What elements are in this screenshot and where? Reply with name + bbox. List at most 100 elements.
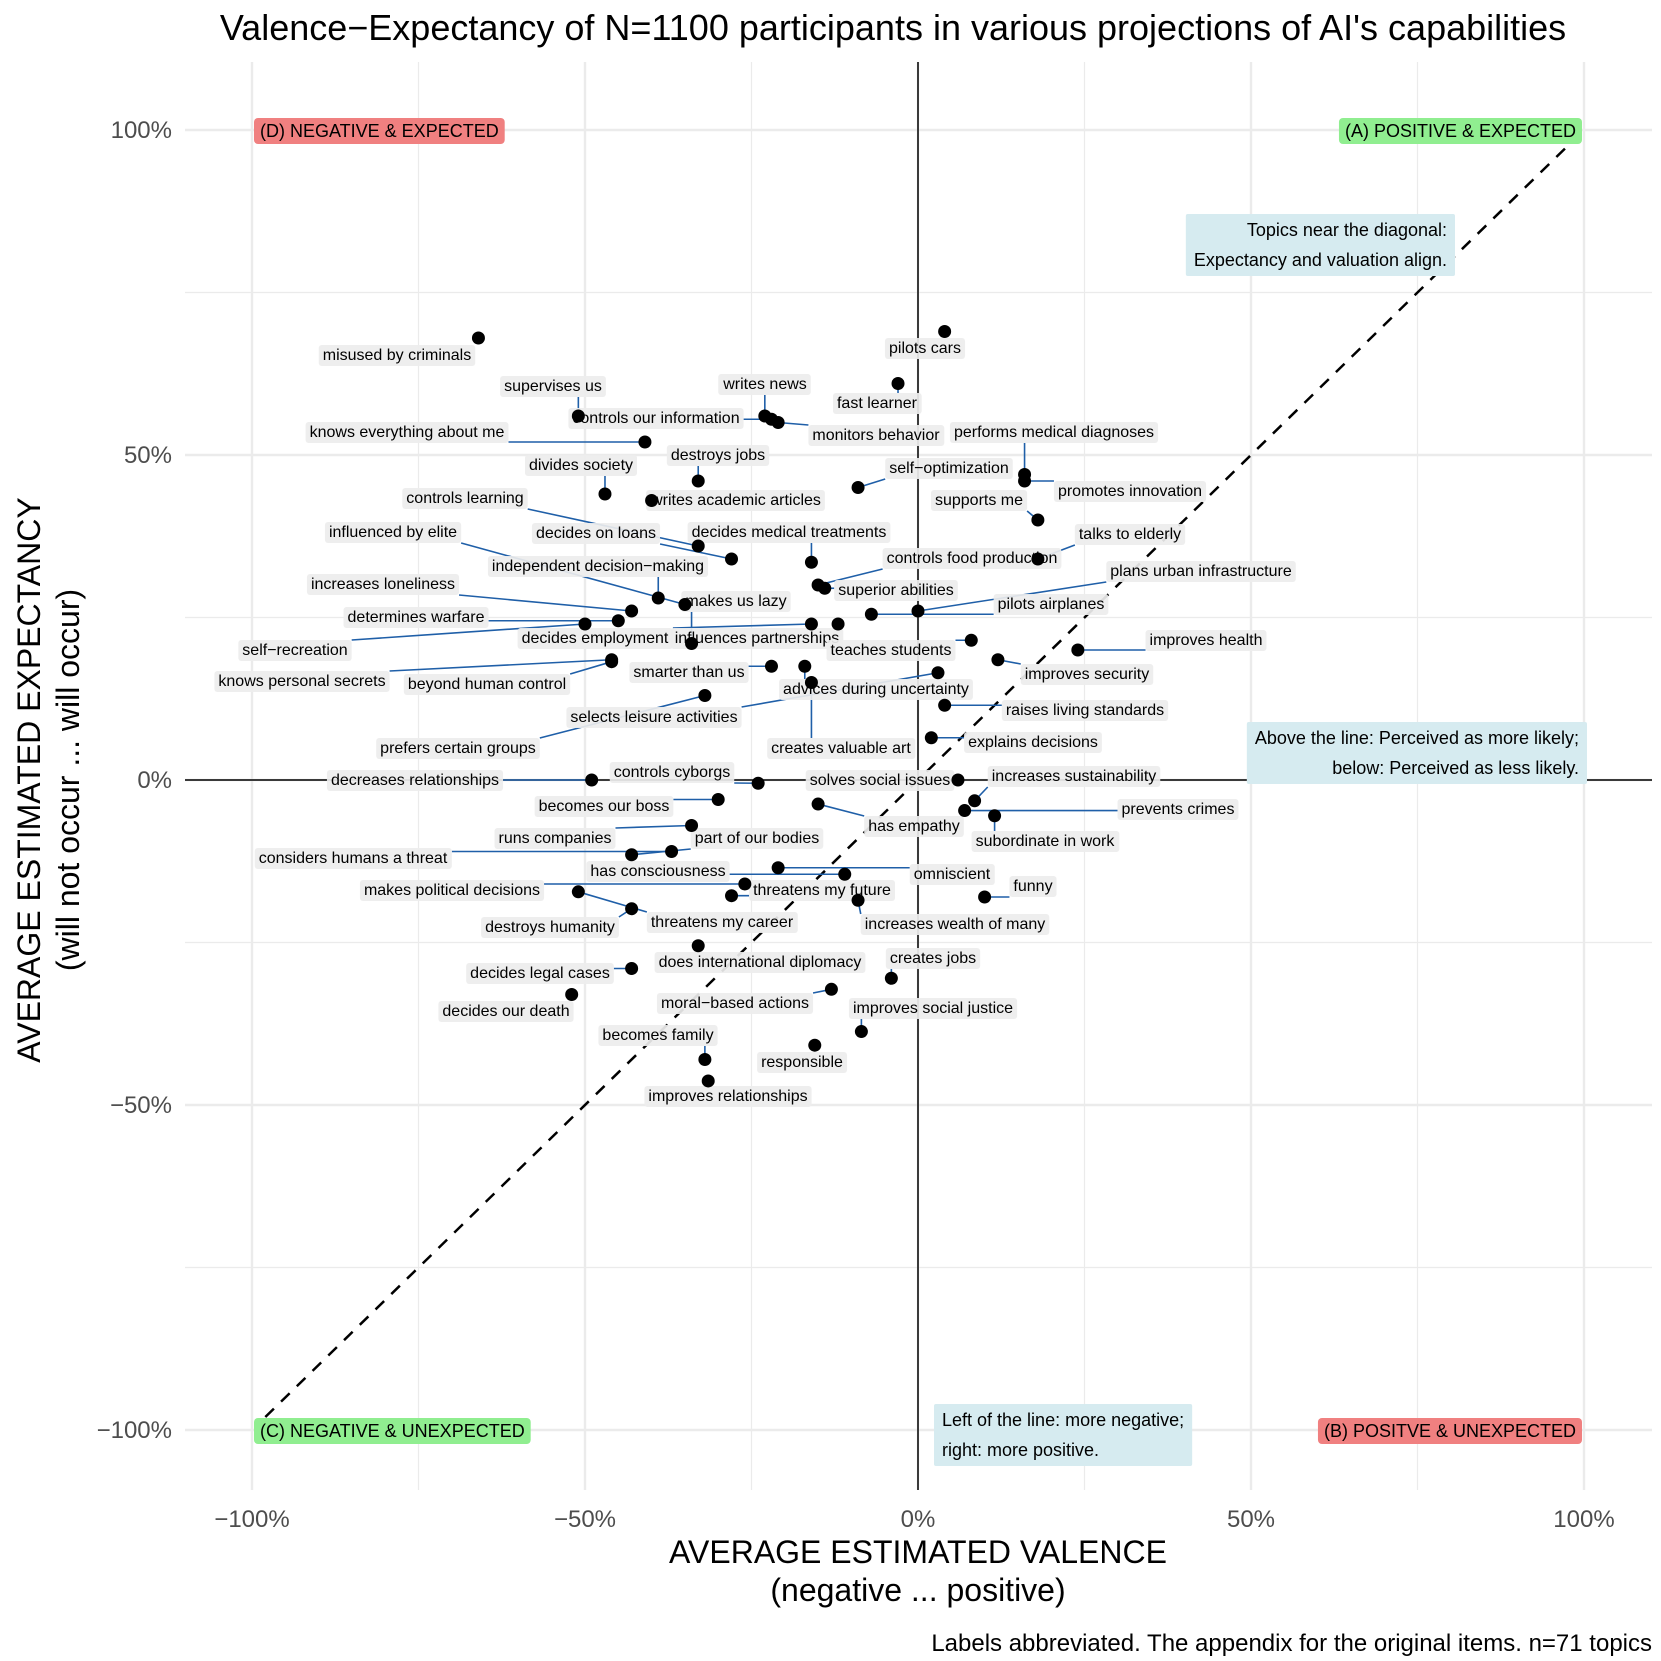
point-label-box [1001,700,1169,721]
point-label-text: threatens my future [753,882,891,899]
annotation-note: Topics near the diagonal: Expectancy and … [1185,214,1455,276]
point-label: talks to elderly [1074,524,1186,545]
label-leader-line [569,660,612,675]
point-label-text: decides medical treatments [692,524,887,541]
point-label-box [848,998,1018,1019]
annotation-note-line: below: Perceived as less likely. [1332,758,1579,778]
data-point [645,494,659,507]
data-point [1071,643,1085,657]
point-label-text: improves social justice [853,1000,1013,1017]
data-point [851,893,865,907]
point-label: superior abilities [834,580,958,601]
point-label-text: performs medical diagnoses [954,424,1154,441]
data-point [698,1053,712,1066]
point-label-box [481,917,619,938]
point-label-text: omniscient [914,866,991,883]
point-label-box [987,766,1161,787]
point-label: threatens my future [749,880,896,901]
data-point [685,819,699,832]
point-label: pilots cars [884,338,966,359]
point-label-box [690,828,824,849]
y-tick-label: −50% [110,1092,172,1119]
point-label-box [609,762,735,783]
point-label: threatens my career [646,912,798,933]
point-label-text: knows personal secrets [218,673,385,690]
point-label-text: controls learning [406,490,523,507]
point-label-text: part of our bodies [695,830,820,847]
label-leader-line [458,594,632,612]
point-label: knows personal secrets [214,671,390,692]
data-point [651,591,665,605]
label-leader-line [351,623,586,641]
quadrant-badge: (D) NEGATIVE & EXPECTED [254,118,505,144]
point-label-text: controls our information [572,410,739,427]
point-label-text: explains decisions [968,734,1098,751]
point-label-text: writes academic articles [650,492,821,509]
y-tick-label: 100% [111,117,172,144]
data-point [1031,552,1045,566]
point-label: supports me [930,490,1028,511]
point-label-box [993,594,1109,615]
data-point [964,633,978,647]
point-label: has consciousness [586,861,730,882]
data-point [924,731,938,745]
data-point [1018,474,1032,488]
data-point [804,555,818,569]
quadrant-badge: (B) POSITVE & UNEXPECTED [1317,1418,1582,1444]
label-leader-line [631,848,691,856]
point-label-box [403,674,571,695]
point-label-text: considers humans a threat [259,850,448,867]
point-label-text: smarter than us [633,664,744,681]
point-label-text: prefers certain groups [380,740,536,757]
data-point [685,637,699,650]
data-point [831,617,845,631]
point-label-text: talks to elderly [1079,526,1181,543]
annotation-note: Above the line: Perceived as more likely… [1246,722,1587,784]
quadrant-labels: (D) NEGATIVE & EXPECTED (A) POSITIVE & EX… [254,118,1583,1444]
quadrant-badge: (A) POSITIVE & EXPECTED [1338,118,1583,144]
point-label: plans urban infrastructure [1106,561,1296,582]
x-tick-label: 0% [901,1506,936,1533]
point-label: increases sustainability [987,766,1161,787]
y-axis-title: AVERAGE ESTIMATED EXPECTANCY [11,497,47,1062]
data-point [838,867,852,881]
quadrant-badge-box [254,118,505,144]
point-label: determines warfare [343,607,489,628]
x-tick-label: 100% [1553,1506,1614,1533]
x-axis-title: AVERAGE ESTIMATED VALENCE [669,1534,1167,1570]
point-label: promotes innovation [1053,481,1207,502]
point-label-box [826,640,956,661]
point-label: increases wealth of many [860,914,1050,935]
point-label: subordinate in work [971,831,1120,852]
point-label-text: moral−based actions [661,995,809,1012]
point-label-text: promotes innovation [1058,483,1202,500]
point-label-box [885,948,981,969]
point-label-box [438,1001,574,1022]
point-label-box [517,628,673,649]
data-point [951,773,965,787]
point-label-text: threatens my career [651,914,794,931]
point-label-box [884,338,966,359]
data-point [701,1074,715,1088]
point-label-text: plans urban infrastructure [1110,563,1292,580]
point-label-text: increases loneliness [311,576,455,593]
point-label-text: influences partnerships [675,630,840,647]
quadrant-badge-box [1338,118,1583,144]
data-point [884,971,898,985]
point-label-box [466,963,614,984]
point-label-box [964,732,1102,753]
point-label: self−optimization [885,458,1013,479]
quadrant-badge-box [254,1418,531,1444]
point-label-box [254,848,452,869]
data-point [818,581,832,595]
point-label-text: decides employment [522,630,669,647]
point-label: divides society [524,455,638,476]
data-point [471,331,485,345]
point-label: responsible [757,1052,848,1073]
point-label-box [376,738,540,759]
point-label-text: runs companies [499,830,612,847]
point-label-box [305,422,509,443]
point-label-text: raises living standards [1006,702,1164,719]
point-label-text: improves security [1025,666,1149,683]
data-point [725,552,739,566]
